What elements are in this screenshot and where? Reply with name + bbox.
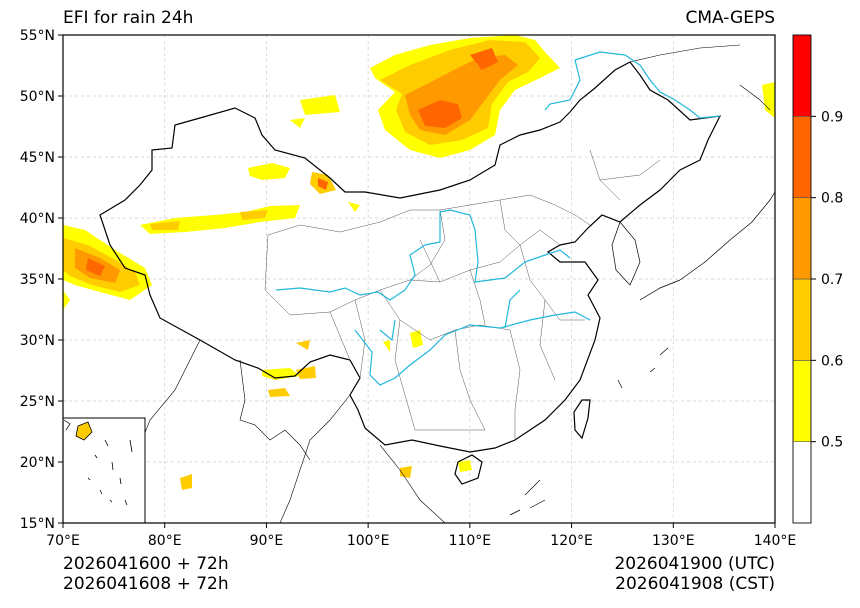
colorbar-tick-label: 0.8 (821, 191, 843, 207)
lat-tick-label: 35°N (20, 272, 55, 288)
inset-south-china-sea (62, 417, 146, 524)
lat-tick-label: 40°N (20, 211, 55, 227)
model-name: CMA-GEPS (685, 8, 775, 28)
lon-tick-label: 130°E (652, 533, 695, 549)
lon-tick-label: 90°E (250, 533, 284, 549)
colorbar-tick-label: 0.7 (821, 272, 843, 288)
lon-tick-label: 140°E (754, 533, 797, 549)
map-title: EFI for rain 24h (63, 8, 194, 28)
lat-tick-label: 45°N (20, 150, 55, 166)
colorbar-segment (792, 360, 812, 442)
lat-tick-label: 20°N (20, 455, 55, 471)
province-borders (264, 149, 661, 440)
lon-tick-label: 100°E (347, 533, 390, 549)
lat-tick-label: 30°N (20, 333, 55, 349)
colorbar-segment (792, 116, 812, 198)
lat-axis: 15°N 20°N 25°N 30°N 35°N 40°N 45°N 50°N 55°N (20, 28, 63, 532)
valid-time-cst: 2026041908 (CST) (615, 574, 775, 594)
colorbar-segment (792, 197, 812, 280)
colorbar-tick-label: 0.6 (821, 353, 843, 369)
lat-tick-label: 50°N (20, 89, 55, 105)
lon-tick-label: 70°E (46, 533, 80, 549)
lon-axis: 70°E 80°E 90°E 100°E 110°E 120°E 130°E 140°E (46, 523, 796, 549)
init-time-cst: 2026041608 + 72h (63, 574, 229, 594)
lat-tick-label: 15°N (20, 516, 55, 532)
valid-time-utc: 2026041900 (UTC) (614, 554, 775, 574)
colorbar-tick-label: 0.9 (821, 109, 843, 125)
country-borders (99, 44, 775, 523)
lon-tick-label: 80°E (148, 533, 182, 549)
lon-tick-label: 110°E (449, 533, 492, 549)
colorbar: 0.5 0.6 0.7 0.8 0.9 (792, 34, 843, 524)
lon-tick-label: 120°E (550, 533, 593, 549)
colorbar-segment (792, 278, 812, 361)
lat-tick-label: 25°N (20, 394, 55, 410)
lat-tick-label: 55°N (20, 28, 55, 44)
colorbar-segment (792, 34, 812, 117)
init-time-utc: 2026041600 + 72h (63, 554, 229, 574)
rivers (275, 51, 721, 386)
colorbar-tick-label: 0.5 (821, 435, 843, 451)
colorbar-segment (792, 441, 812, 524)
